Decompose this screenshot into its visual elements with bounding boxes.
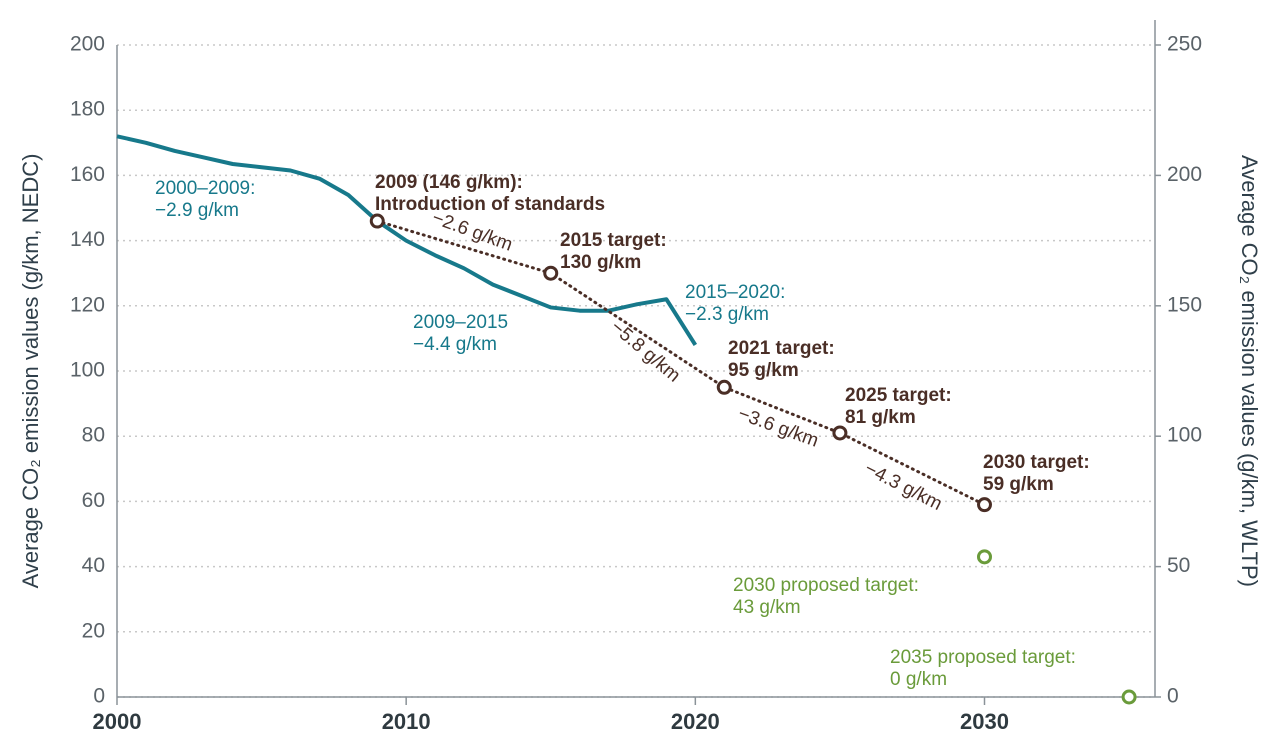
y-tick-label: 80	[82, 424, 105, 447]
annotation: 59 g/km	[983, 474, 1054, 495]
series-line	[116, 134, 698, 346]
annotation: 0 g/km	[890, 669, 947, 690]
annotation: −2.9 g/km	[155, 200, 239, 221]
point	[977, 549, 992, 565]
y-tick-label: 60	[82, 489, 105, 512]
series-line	[375, 219, 986, 507]
y-tick-label: 40	[82, 554, 105, 577]
y-axis-label: Average CO₂ emission values (g/km, NEDC)	[18, 154, 43, 589]
x-tick-label: 2010	[382, 709, 431, 734]
x-tick-label: 2000	[93, 709, 142, 734]
point	[977, 497, 992, 513]
rate-label: −3.6 g/km	[735, 403, 821, 451]
y2-axis-label: Average CO₂ emission values (g/km, WLTP)	[1237, 155, 1262, 587]
annotation: 2009 (146 g/km):	[375, 172, 523, 193]
annotation: 95 g/km	[728, 360, 799, 381]
point	[1121, 689, 1137, 705]
y-tick-label: 160	[70, 163, 105, 186]
annotation: 43 g/km	[733, 597, 801, 618]
annotation: 2000–2009:	[155, 178, 255, 199]
annotation: 2015–2020:	[685, 282, 785, 303]
annotation: 2009–2015	[413, 312, 508, 333]
y2-tick-label: 150	[1167, 293, 1202, 316]
annotation: 81 g/km	[845, 407, 916, 428]
annotation: Introduction of standards	[375, 194, 605, 215]
y2-tick-label: 100	[1167, 424, 1202, 447]
y-tick-label: 200	[70, 33, 105, 56]
annotation: 2015 target:	[560, 230, 667, 251]
y2-tick-label: 50	[1167, 554, 1190, 577]
y-tick-label: 180	[70, 98, 105, 121]
y-tick-label: 20	[82, 619, 105, 642]
annotation: −2.3 g/km	[685, 304, 769, 325]
annotation: 2035 proposed target:	[890, 647, 1076, 668]
point	[369, 213, 385, 229]
x-tick-label: 2030	[960, 709, 1009, 734]
y-tick-label: 120	[70, 293, 105, 316]
y-tick-label: 100	[70, 359, 105, 382]
y-tick-label: 140	[70, 228, 105, 251]
point	[543, 265, 559, 281]
rate-label: −4.3 g/km	[861, 458, 945, 515]
annotation: −4.4 g/km	[413, 334, 497, 355]
y2-tick-label: 0	[1167, 685, 1179, 708]
annotation: 2030 target:	[983, 452, 1090, 473]
x-tick-label: 2020	[671, 709, 720, 734]
annotation: 2025 target:	[845, 385, 952, 406]
annotation: 2030 proposed target:	[733, 575, 919, 596]
point	[832, 425, 848, 441]
y-tick-label: 0	[93, 685, 105, 708]
annotation: 130 g/km	[560, 252, 641, 273]
y2-tick-label: 250	[1167, 33, 1202, 56]
rate-label: −5.8 g/km	[606, 317, 684, 387]
point	[716, 379, 732, 395]
y2-tick-label: 200	[1167, 163, 1202, 186]
annotation: 2021 target:	[728, 338, 835, 359]
